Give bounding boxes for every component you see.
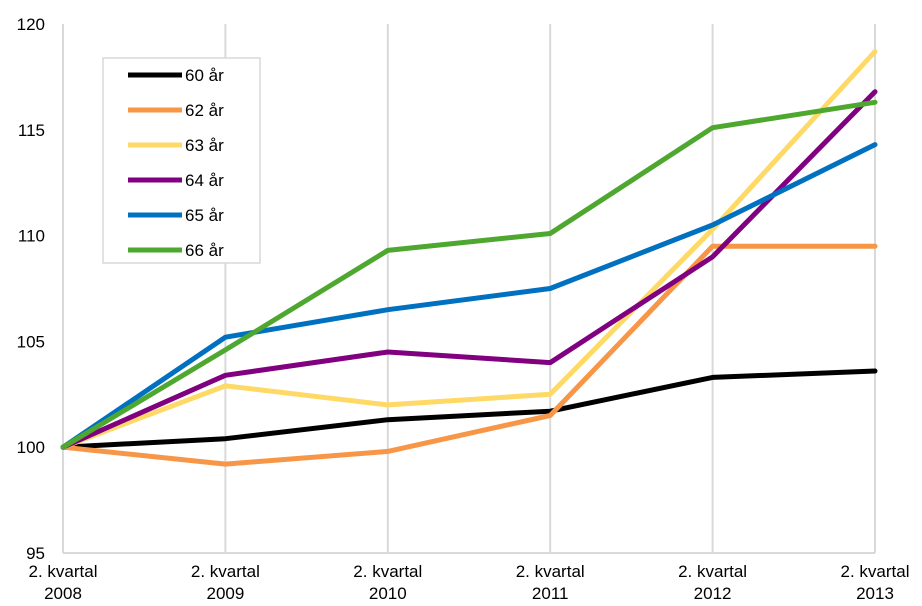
legend-label: 66 år [185, 241, 224, 260]
y-tick-label: 100 [17, 438, 45, 457]
x-tick-label: 2. kvartal 2009 [191, 562, 260, 603]
legend: 60 år 62 år 63 år 64 år 65 år 66 år [102, 57, 261, 264]
y-tick-label: 120 [17, 15, 45, 34]
axes [62, 24, 875, 554]
y-tick-label: 110 [18, 227, 45, 246]
x-tick-label: 2. kvartal 2008 [29, 562, 98, 603]
legend-label: 63 år [185, 136, 224, 155]
series-line [60, 142, 878, 450]
legend-label: 65 år [185, 206, 224, 225]
legend-label: 60 år [185, 66, 224, 85]
series-line [60, 49, 878, 450]
legend-label: 64 år [185, 171, 224, 190]
series-line [60, 368, 878, 450]
legend-box [102, 57, 261, 264]
y-axis-ticks: 95 100 105 110 115 120 [17, 15, 45, 563]
series-line [60, 89, 878, 450]
y-tick-label: 95 [26, 544, 45, 563]
legend-label: 62 år [185, 101, 224, 120]
x-axis-ticks: 2. kvartal 2008 2. kvartal 2009 2. kvartal 20… [29, 562, 910, 603]
series-line [60, 99, 878, 450]
x-tick-label: 2. kvartal 2011 [516, 562, 585, 603]
x-tick-label: 2. kvartal 2010 [353, 562, 422, 603]
y-tick-label: 105 [17, 332, 45, 351]
series-line [60, 243, 878, 467]
x-tick-label: 2. kvartal 2012 [678, 562, 747, 603]
y-tick-label: 115 [18, 121, 45, 140]
series-lines [60, 49, 878, 467]
x-tick-label: 2. kvartal 2013 [841, 562, 910, 603]
